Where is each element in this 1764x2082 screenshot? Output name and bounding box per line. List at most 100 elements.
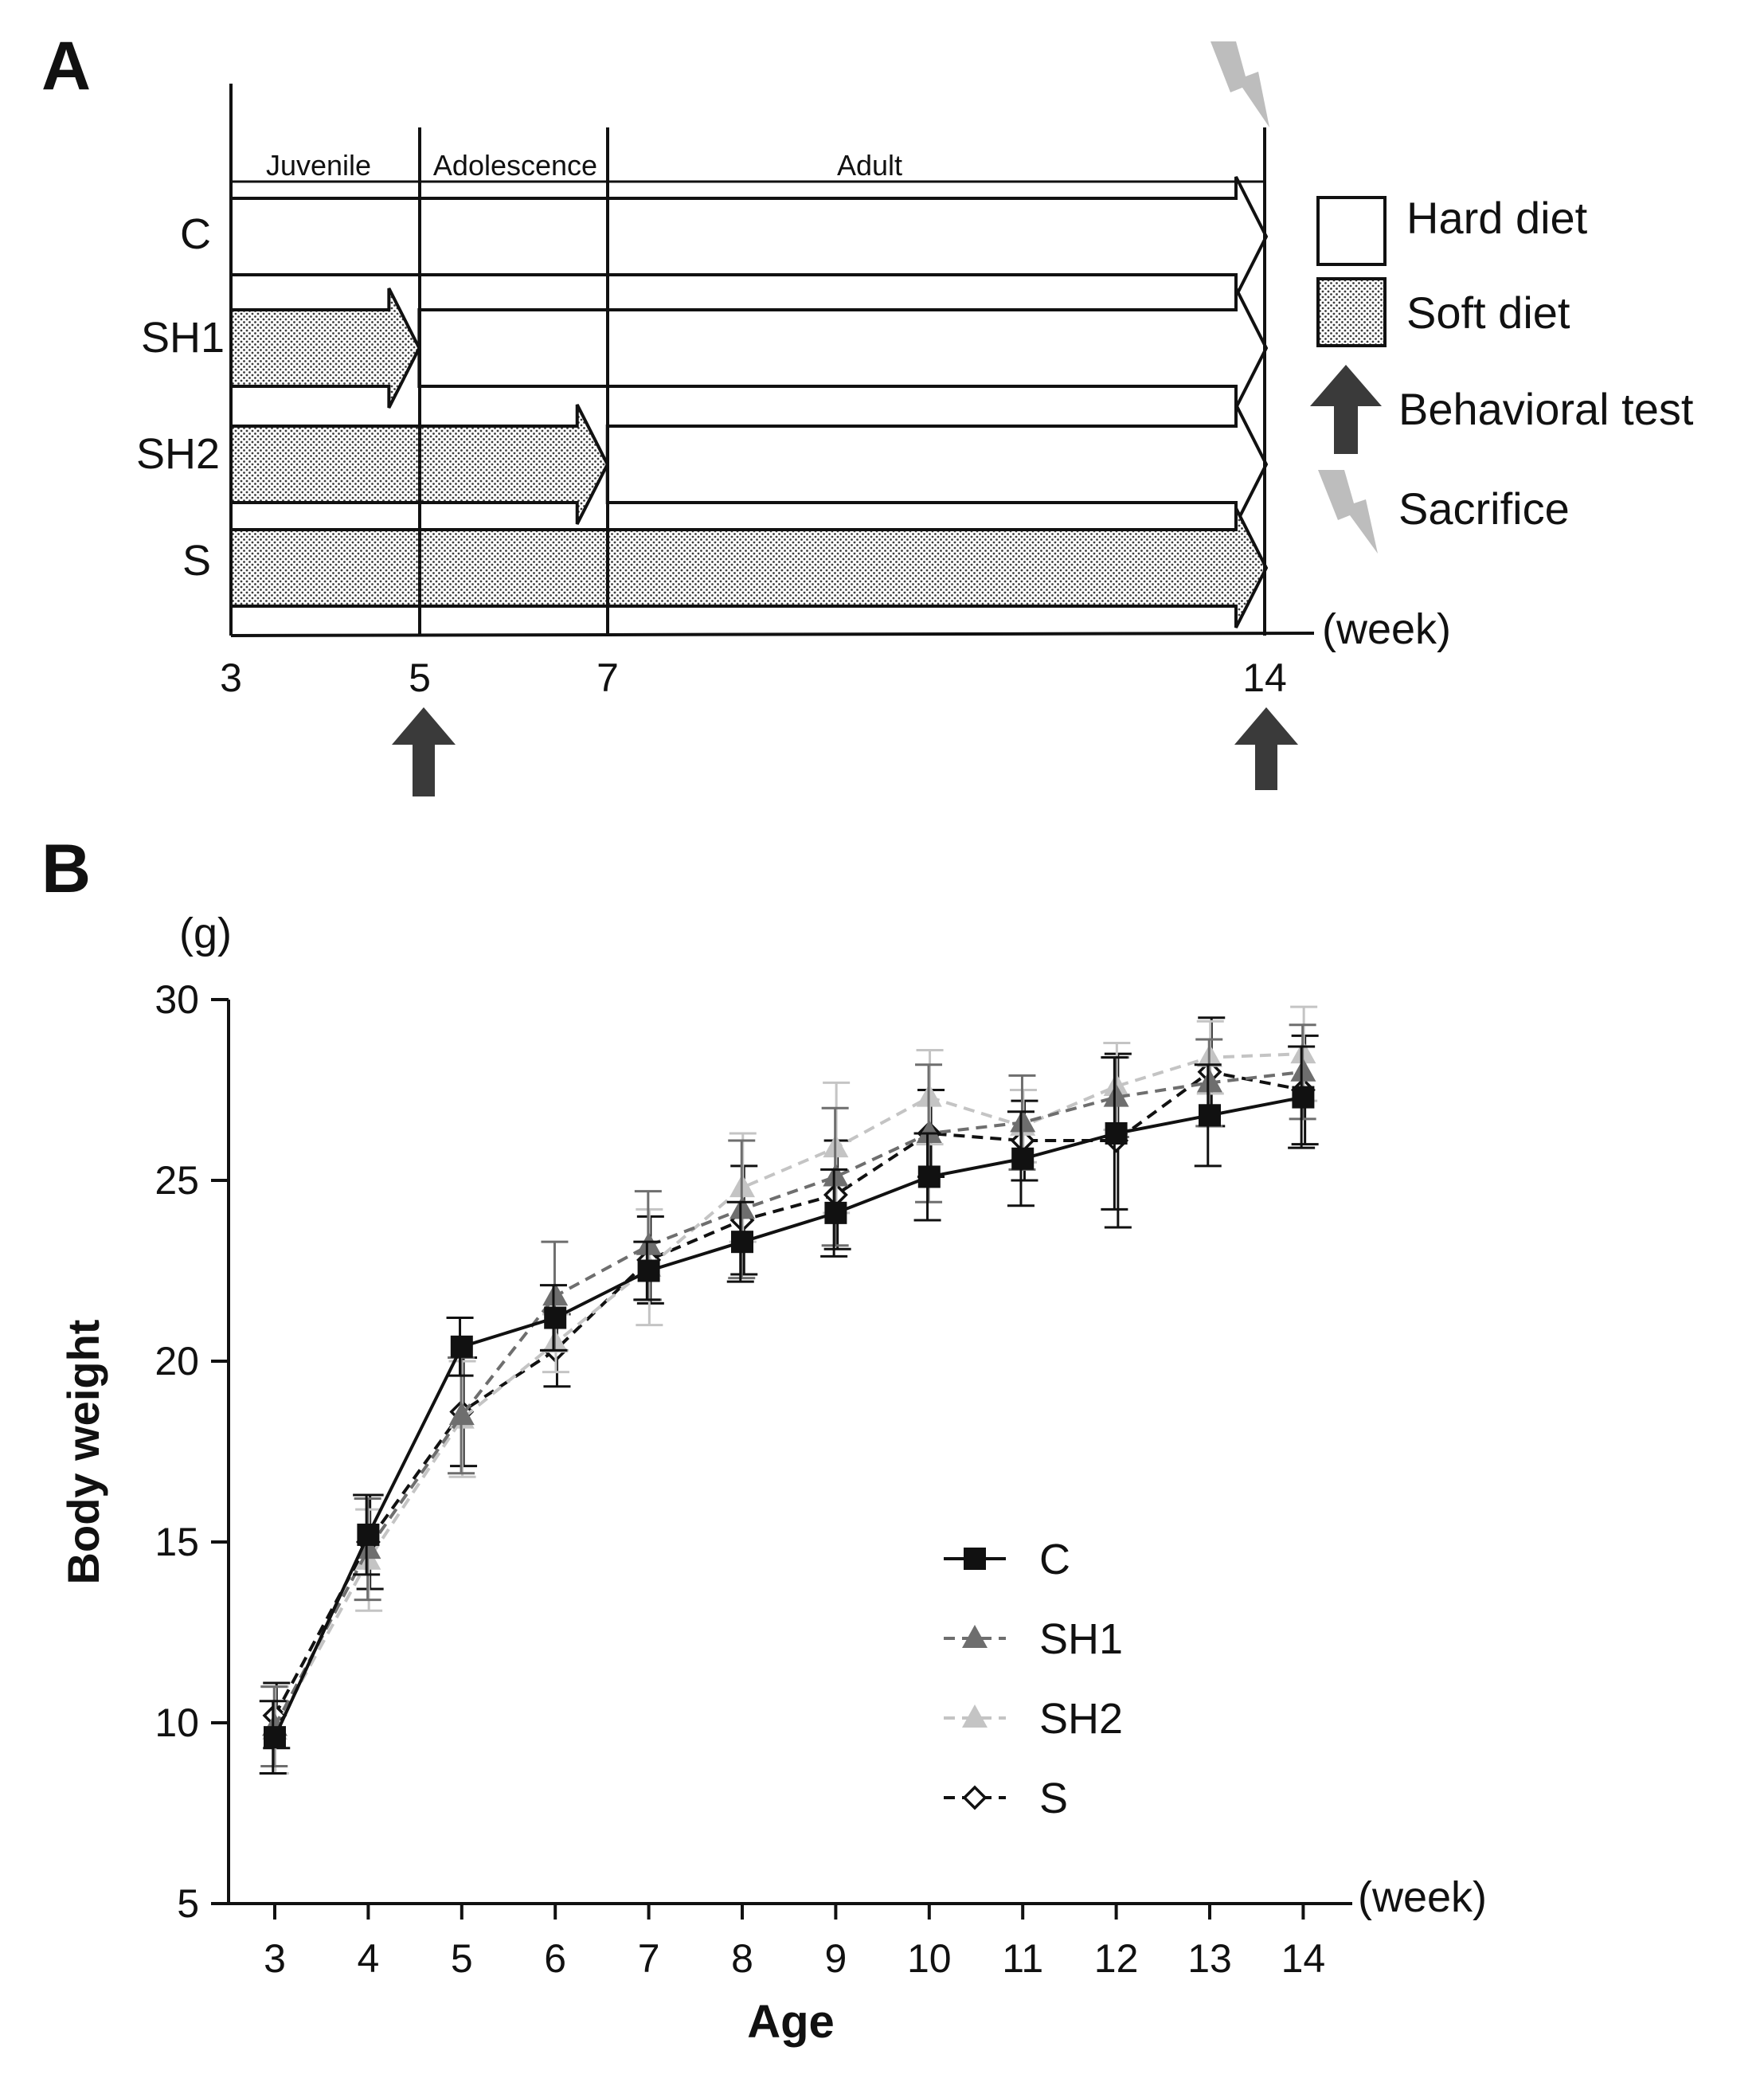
diet-arrows [229,176,1269,628]
data-point [542,1282,569,1306]
group-label-c: C [180,210,211,258]
series-line [273,1052,1304,1732]
series-line [273,1095,1304,1738]
timeline-axis [230,632,1315,637]
legend-hard-diet-label: Hard diet [1406,193,1588,243]
y-axis-title: Body weight [58,1320,108,1585]
legend-behavioral-label: Behavioral test [1398,384,1694,434]
hard-diet-arrow [605,404,1269,525]
timeline-tick-label: 3 [220,656,242,700]
series-s [262,1016,1319,1750]
panel-a-label: A [41,28,91,104]
legend-label: SH2 [1039,1695,1123,1743]
y-tick-label: 30 [154,977,199,1022]
behavioral-test-arrow-icon [392,707,456,796]
x-axis-unit: (week) [1358,1873,1487,1921]
series-layer [259,1005,1319,1775]
x-axis-title: Age [747,1996,835,2048]
series-sh1 [260,1023,1316,1767]
timeline-axis-unit: (week) [1322,605,1451,653]
x-tick-label: 11 [1002,1936,1043,1981]
data-point [636,1231,662,1255]
y-ticks: 5 10 15 20 25 30 [154,977,229,1926]
x-tick-label: 9 [824,1936,847,1981]
period-label-adult: Adult [837,149,902,182]
panel-b-chart: B (g) Body weight Age (week) 5 10 15 20 25 30… [41,831,1487,2048]
legend-marker [962,1785,988,1810]
timeline-tick-label: 5 [409,656,431,700]
hard-diet-arrow [229,176,1269,297]
sacrifice-lightning-icon [1211,41,1269,127]
x-tick-label: 12 [1094,1936,1139,1981]
legend-item-c: C [944,1536,1070,1583]
series-sh2 [261,1005,1318,1775]
legend-marker [962,1704,988,1728]
x-tick-label: 13 [1187,1936,1232,1981]
x-tick-label: 14 [1281,1936,1326,1981]
series-c [259,1045,1316,1775]
x-tick-label: 5 [451,1936,473,1981]
y-tick-label: 5 [177,1881,199,1926]
legend-label: S [1039,1775,1068,1822]
legend-sacrifice-label: Sacrifice [1398,483,1570,534]
legend-marker [962,1625,988,1648]
data-point [729,1196,755,1219]
data-point [917,1165,941,1188]
data-point [731,1231,753,1254]
timeline-tick-label: 7 [596,656,619,700]
panel-b-label: B [41,831,91,907]
data-point [1010,1109,1036,1133]
x-tick-label: 3 [264,1936,286,1981]
y-tick-label: 20 [154,1339,199,1383]
group-label-sh2: SH2 [136,430,220,478]
hard-diet-arrow [417,288,1269,409]
data-point [1197,1069,1222,1093]
panel-a-legend: Hard diet Soft diet Behavioral test Sacr… [1310,193,1694,554]
legend-item-s: S [944,1775,1068,1822]
period-label-juvenile: Juvenile [266,149,371,182]
y-axis-unit: (g) [179,910,232,957]
soft-diet-arrow [229,507,1269,628]
legend-label: SH1 [1039,1615,1123,1663]
timeline-tick-label: 14 [1242,656,1287,700]
x-tick-label: 4 [357,1936,379,1981]
panel-a-timeline: A Juvenile Adolescence Adult C SH1 SH2 S… [41,28,1694,796]
data-point [544,1306,567,1329]
data-point [450,1335,473,1358]
data-point [1105,1121,1128,1145]
y-tick-label: 25 [154,1158,199,1203]
behavioral-test-arrow-icon [1234,707,1298,790]
data-point [916,1119,942,1143]
data-point [448,1402,475,1426]
y-tick-label: 10 [154,1700,199,1745]
x-tick-label: 10 [907,1936,952,1981]
legend-sacrifice-lightning-icon [1318,470,1378,554]
period-label-adolescence: Adolescence [433,149,597,182]
soft-diet-arrow [229,288,421,409]
legend-hard-diet-swatch [1316,196,1387,266]
x-tick-label: 7 [638,1936,660,1981]
data-point [1292,1086,1315,1109]
chart-legend: C SH1 SH2 S [944,1536,1123,1822]
series-line [273,1070,1304,1728]
data-point [1103,1083,1129,1107]
group-label-s: S [182,537,211,585]
data-point [1011,1147,1035,1170]
legend-item-sh1: SH1 [944,1615,1123,1663]
legend-label: C [1039,1536,1070,1583]
data-point [1290,1058,1316,1082]
data-point [823,1163,849,1187]
legend-behavioral-arrow-icon [1310,365,1382,454]
legend-marker [964,1548,986,1570]
data-point [824,1201,847,1224]
x-tick-label: 6 [544,1936,566,1981]
data-point [637,1259,660,1282]
x-tick-label: 8 [731,1936,753,1981]
data-point [357,1523,380,1546]
data-point [264,1726,286,1749]
data-point [1199,1104,1221,1127]
data-point [355,1536,381,1560]
legend-item-sh2: SH2 [944,1695,1123,1743]
y-tick-label: 15 [154,1520,199,1564]
